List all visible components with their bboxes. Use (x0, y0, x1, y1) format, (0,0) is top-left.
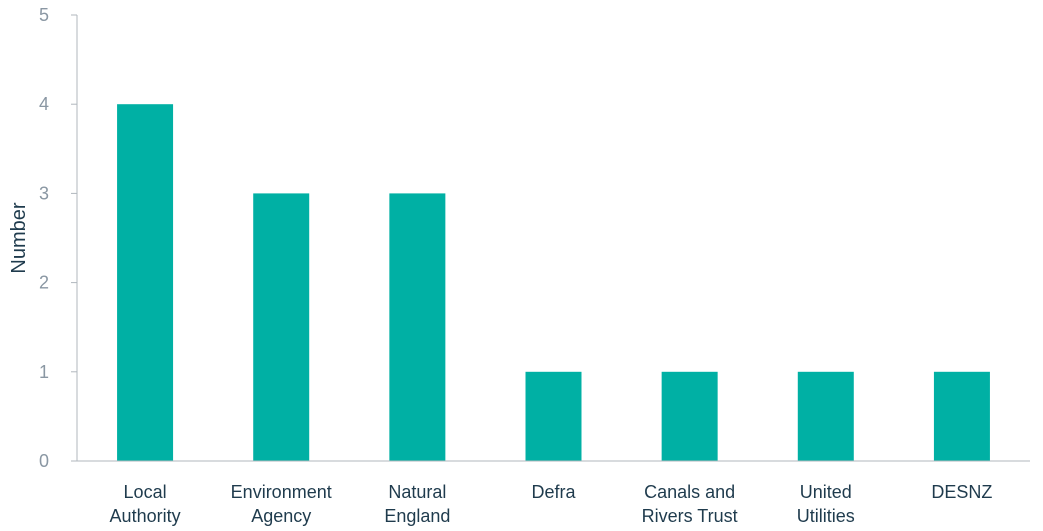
x-category-label-line: England (384, 506, 450, 526)
x-category-label-line: Utilities (797, 506, 855, 526)
x-category-label: Environment Agency (231, 482, 332, 526)
y-tick-label: 4 (39, 94, 49, 114)
x-category-label: Canals and Rivers Trust (642, 482, 738, 526)
y-tick-label: 0 (39, 451, 49, 471)
x-category-label: DESNZ (931, 482, 992, 502)
x-category-label: Natural England (384, 482, 450, 526)
bar (117, 104, 174, 461)
bar (253, 193, 310, 461)
x-category-label: Defra (531, 482, 576, 502)
x-category-label: Local Authority (110, 482, 181, 526)
x-category-label-line: Defra (531, 482, 576, 502)
y-tick-label: 3 (39, 183, 49, 203)
bar (797, 371, 854, 461)
x-category-label-line: Canals and (644, 482, 735, 502)
x-category-label-line: Natural (388, 482, 446, 502)
bar (933, 371, 990, 461)
bar (661, 371, 718, 461)
x-category-label: United Utilities (797, 482, 855, 526)
x-category-label-line: United (800, 482, 852, 502)
bar (389, 193, 446, 461)
y-tick-label: 5 (39, 5, 49, 25)
y-tick-label: 1 (39, 362, 49, 382)
x-category-label-line: Environment (231, 482, 332, 502)
bars (117, 104, 990, 461)
x-category-label-line: Authority (110, 506, 181, 526)
y-axis-title: Number (8, 202, 30, 273)
y-tick-label: 2 (39, 273, 49, 293)
y-axis: 0 1 2 3 4 5 (39, 5, 78, 471)
x-category-label-line: Rivers Trust (642, 506, 738, 526)
x-axis: Local Authority Environment Agency Natural En… (77, 460, 1030, 526)
x-category-label-line: Local (124, 482, 167, 502)
bar (525, 371, 582, 461)
x-category-label-line: Agency (251, 506, 311, 526)
x-category-label-line: DESNZ (931, 482, 992, 502)
